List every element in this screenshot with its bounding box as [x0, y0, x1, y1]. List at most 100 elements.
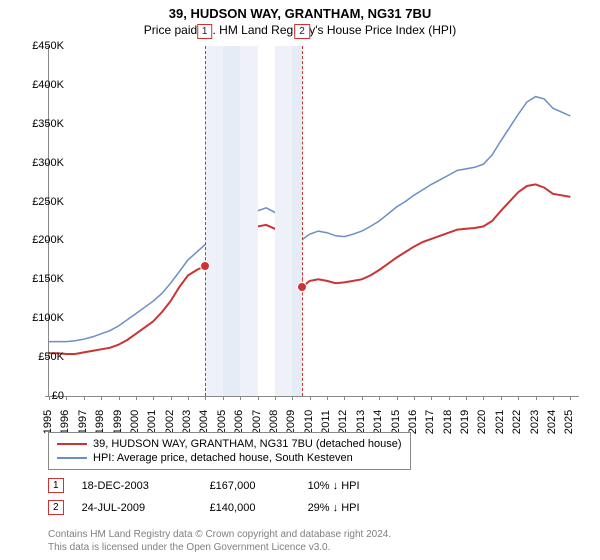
- x-tick-mark: [188, 396, 189, 400]
- reference-label: 2: [294, 24, 310, 39]
- x-tick-mark: [171, 396, 172, 400]
- shaded-band: [275, 46, 292, 396]
- x-tick-label: 2019: [459, 410, 471, 434]
- x-tick-label: 2011: [320, 410, 332, 434]
- x-tick-label: 2014: [372, 410, 384, 434]
- x-tick-label: 2024: [546, 410, 558, 434]
- x-tick-mark: [49, 396, 50, 400]
- x-tick-mark: [501, 396, 502, 400]
- x-tick-mark: [119, 396, 120, 400]
- x-tick-label: 2017: [424, 410, 436, 434]
- x-tick-label: 2018: [442, 410, 454, 434]
- x-tick-mark: [362, 396, 363, 400]
- x-tick-label: 1995: [42, 410, 54, 434]
- y-tick-label: £250K: [32, 196, 64, 208]
- sale-diff-1: 10% ↓ HPI: [308, 480, 418, 492]
- legend-label: 39, HUDSON WAY, GRANTHAM, NG31 7BU (deta…: [93, 438, 402, 450]
- x-tick-label: 2003: [181, 410, 193, 434]
- sale-row-2: 2 24-JUL-2009 £140,000 29% ↓ HPI: [48, 500, 418, 515]
- x-tick-label: 2002: [164, 410, 176, 434]
- y-tick-label: £400K: [32, 79, 64, 91]
- x-tick-mark: [136, 396, 137, 400]
- x-tick-mark: [518, 396, 519, 400]
- x-tick-label: 2001: [146, 410, 158, 434]
- x-tick-label: 2007: [251, 410, 263, 434]
- x-tick-mark: [84, 396, 85, 400]
- x-tick-label: 2009: [285, 410, 297, 434]
- series-hpi: [49, 97, 570, 342]
- x-tick-mark: [258, 396, 259, 400]
- x-tick-label: 2021: [494, 410, 506, 434]
- sale-marker-1: 1: [48, 478, 64, 493]
- sale-dot: [297, 282, 307, 292]
- x-tick-label: 2012: [337, 410, 349, 434]
- footer-line-2: This data is licensed under the Open Gov…: [48, 541, 391, 554]
- x-tick-mark: [431, 396, 432, 400]
- x-tick-mark: [466, 396, 467, 400]
- reference-line: [205, 46, 206, 396]
- x-tick-label: 2025: [563, 410, 575, 434]
- y-tick-label: £50K: [38, 351, 64, 363]
- legend-row: HPI: Average price, detached house, Sout…: [57, 451, 402, 465]
- y-tick-label: £100K: [32, 312, 64, 324]
- x-tick-mark: [292, 396, 293, 400]
- x-tick-label: 2013: [355, 410, 367, 434]
- series-property: [49, 184, 570, 354]
- x-tick-mark: [205, 396, 206, 400]
- y-tick-label: £150K: [32, 273, 64, 285]
- y-tick-label: £300K: [32, 157, 64, 169]
- plot-area: 12: [48, 46, 579, 397]
- shaded-band: [240, 46, 257, 396]
- sale-marker-2: 2: [48, 500, 64, 515]
- shaded-band: [223, 46, 240, 396]
- x-tick-label: 2016: [407, 410, 419, 434]
- legend-label: HPI: Average price, detached house, Sout…: [93, 452, 353, 464]
- x-tick-label: 2022: [511, 410, 523, 434]
- x-tick-label: 2015: [390, 410, 402, 434]
- x-tick-label: 2008: [268, 410, 280, 434]
- x-tick-mark: [223, 396, 224, 400]
- x-tick-mark: [570, 396, 571, 400]
- x-tick-label: 1998: [94, 410, 106, 434]
- y-tick-label: £450K: [32, 40, 64, 52]
- x-tick-label: 2000: [129, 410, 141, 434]
- footer-line-1: Contains HM Land Registry data © Crown c…: [48, 528, 391, 541]
- line-series: [49, 46, 579, 396]
- sale-date-1: 18-DEC-2003: [82, 480, 192, 492]
- x-tick-mark: [536, 396, 537, 400]
- footer: Contains HM Land Registry data © Crown c…: [48, 528, 391, 554]
- x-tick-mark: [483, 396, 484, 400]
- x-tick-mark: [310, 396, 311, 400]
- x-tick-label: 2004: [198, 410, 210, 434]
- x-tick-label: 1999: [112, 410, 124, 434]
- x-tick-mark: [414, 396, 415, 400]
- chart-container: 39, HUDSON WAY, GRANTHAM, NG31 7BU Price…: [0, 0, 600, 560]
- x-tick-label: 2006: [233, 410, 245, 434]
- x-tick-mark: [101, 396, 102, 400]
- sale-price-1: £167,000: [210, 480, 290, 492]
- chart-title: 39, HUDSON WAY, GRANTHAM, NG31 7BU: [0, 0, 600, 21]
- x-tick-mark: [449, 396, 450, 400]
- sale-price-2: £140,000: [210, 502, 290, 514]
- x-tick-label: 2020: [476, 410, 488, 434]
- x-tick-mark: [344, 396, 345, 400]
- x-tick-mark: [397, 396, 398, 400]
- x-tick-mark: [553, 396, 554, 400]
- sale-diff-2: 29% ↓ HPI: [308, 502, 418, 514]
- legend: 39, HUDSON WAY, GRANTHAM, NG31 7BU (deta…: [48, 432, 411, 470]
- y-tick-label: £200K: [32, 234, 64, 246]
- sale-dot: [200, 261, 210, 271]
- reference-line: [302, 46, 303, 396]
- legend-row: 39, HUDSON WAY, GRANTHAM, NG31 7BU (deta…: [57, 437, 402, 451]
- x-tick-mark: [327, 396, 328, 400]
- y-tick-label: £0: [52, 390, 64, 402]
- legend-swatch: [57, 457, 87, 459]
- x-tick-label: 2010: [303, 410, 315, 434]
- sale-row-1: 1 18-DEC-2003 £167,000 10% ↓ HPI: [48, 478, 418, 493]
- x-tick-label: 1996: [59, 410, 71, 434]
- x-tick-label: 2023: [529, 410, 541, 434]
- x-tick-mark: [153, 396, 154, 400]
- x-tick-label: 1997: [77, 410, 89, 434]
- x-tick-mark: [379, 396, 380, 400]
- x-tick-mark: [66, 396, 67, 400]
